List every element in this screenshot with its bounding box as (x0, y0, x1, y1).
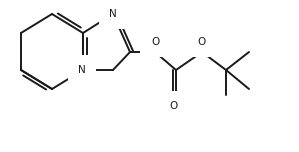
Text: O: O (198, 37, 206, 47)
Text: O: O (151, 37, 159, 47)
Text: N: N (109, 9, 117, 19)
Text: N: N (78, 65, 86, 75)
Text: O: O (170, 101, 178, 111)
